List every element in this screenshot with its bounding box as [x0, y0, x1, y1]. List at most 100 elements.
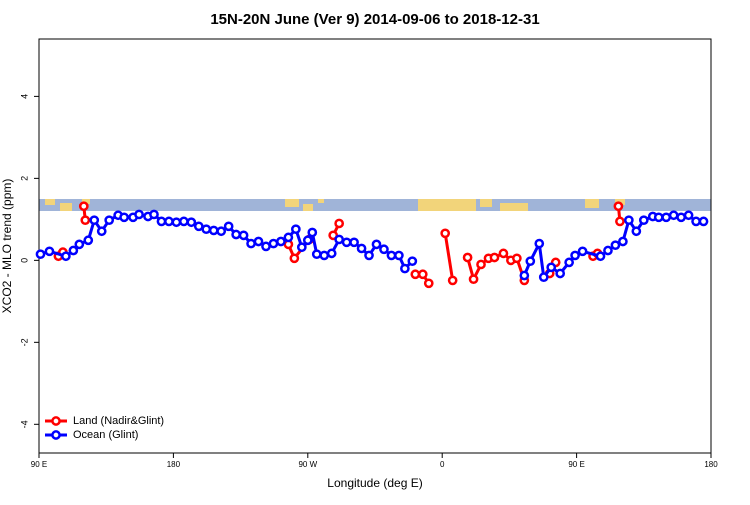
data-point [668, 210, 679, 221]
data-point [319, 250, 330, 261]
data-point [653, 212, 664, 223]
data-point [231, 229, 241, 240]
data-point [676, 212, 686, 223]
data-point [289, 253, 300, 264]
data-point [462, 252, 473, 263]
data-point [447, 275, 458, 286]
legend-label: Ocean (Glint) [73, 429, 138, 441]
land-patch [480, 199, 492, 207]
y-axis-label: XCO2 - MLO trend (ppm) [0, 179, 14, 314]
land-patch [303, 204, 313, 211]
data-point [134, 209, 144, 220]
x-tick-label: 0 [440, 460, 445, 469]
data-point [615, 216, 625, 227]
data-point [683, 210, 694, 221]
plot-frame [38, 38, 712, 454]
data-point [440, 228, 451, 239]
data-point [68, 245, 79, 256]
legend-marker [51, 430, 61, 440]
y-tick-label: 4 [19, 94, 29, 99]
land-patch [60, 203, 72, 211]
data-point [407, 256, 418, 267]
data-point [498, 248, 509, 259]
data-point [555, 268, 566, 279]
data-point [296, 242, 307, 253]
x-tick-label: 90 E [568, 460, 584, 469]
data-point [186, 217, 197, 228]
y-tick-label: 0 [19, 258, 29, 263]
y-tick-label: -4 [19, 420, 29, 428]
data-point [156, 216, 167, 227]
data-point [61, 251, 71, 262]
y-tick-label: 2 [19, 176, 29, 181]
data-point [83, 235, 94, 246]
data-point [519, 270, 530, 281]
data-point [624, 215, 634, 226]
data-point [512, 253, 522, 264]
chart-title: 15N-20N June (Ver 9) 2014-09-06 to 2018-… [210, 11, 539, 28]
data-point [89, 215, 100, 226]
data-point [423, 278, 434, 289]
x-tick-label: 90 E [31, 460, 47, 469]
data-point [74, 239, 85, 250]
land-patch [318, 199, 324, 203]
data-point [311, 249, 322, 260]
land-patch [285, 199, 299, 207]
data-point [302, 235, 313, 246]
data-point [35, 249, 46, 260]
data-point [171, 217, 182, 228]
data-point [638, 215, 649, 226]
data-point [341, 237, 352, 248]
data-point [349, 237, 359, 248]
data-point [356, 243, 367, 254]
data-point [246, 238, 256, 249]
data-point [691, 216, 701, 227]
data-point [96, 226, 107, 237]
data-point [379, 244, 389, 255]
data-point [261, 241, 271, 252]
data-point [334, 234, 345, 245]
x-tick-label: 90 W [298, 460, 317, 469]
data-point [577, 246, 588, 257]
data-point [525, 256, 536, 267]
data-point [538, 272, 549, 283]
data-point [208, 225, 219, 236]
data-point [534, 238, 545, 249]
land-patch [45, 199, 55, 205]
data-point [253, 236, 264, 247]
data-point [334, 218, 345, 229]
data-point [223, 221, 234, 232]
data-point [307, 227, 318, 238]
x-axis-label: Longitude (deg E) [327, 476, 422, 490]
data-point [78, 201, 89, 212]
data-point [179, 216, 189, 227]
data-point [400, 263, 410, 274]
data-point [476, 259, 486, 270]
data-point [44, 246, 55, 257]
data-point [80, 215, 91, 226]
data-point [468, 274, 479, 285]
data-point [564, 257, 574, 268]
data-point [238, 230, 249, 241]
data-point [104, 215, 115, 226]
data-point [610, 240, 621, 251]
data-point [268, 238, 279, 249]
data-point [489, 252, 500, 263]
data-point [364, 250, 374, 261]
data-point [326, 248, 337, 259]
data-point [631, 226, 642, 237]
data-point [149, 209, 159, 220]
legend-marker [51, 416, 61, 426]
data-point [394, 250, 404, 261]
data-point [291, 224, 301, 235]
data-point [595, 251, 606, 262]
data-point [661, 212, 672, 223]
data-point [618, 236, 628, 247]
data-point [276, 236, 286, 247]
ocean-band [39, 199, 711, 211]
land-patch [418, 199, 476, 211]
data-point [164, 216, 174, 227]
land-patch [82, 199, 90, 204]
data-point [216, 226, 227, 237]
data-point [417, 269, 428, 280]
